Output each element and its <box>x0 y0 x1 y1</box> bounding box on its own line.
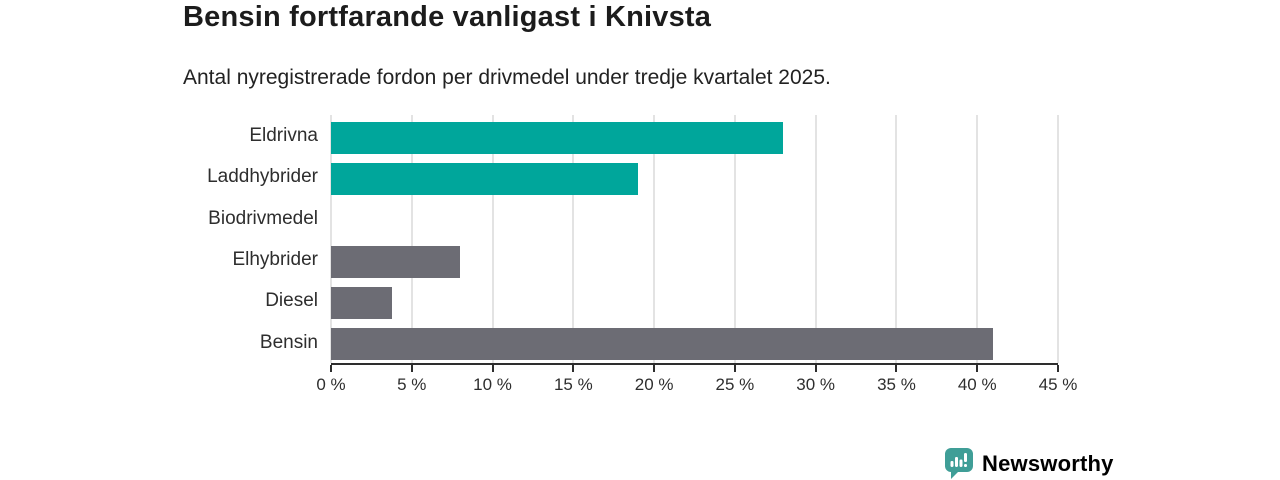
bar-eldrivna <box>331 121 784 154</box>
x-tick-label-0: 0 % <box>316 375 346 394</box>
x-tick-label-15: 15 % <box>553 375 593 394</box>
bar-elhybrider <box>331 245 461 278</box>
bar-diesel <box>331 287 393 319</box>
gridline-35 <box>895 115 898 363</box>
gridline-5 <box>410 115 413 363</box>
x-tick-45 <box>1057 365 1059 372</box>
gridline-40 <box>976 115 979 363</box>
category-label-laddhybrider: Laddhybrider <box>207 166 318 188</box>
x-tick-5 <box>410 365 413 372</box>
plot-area <box>330 115 1059 365</box>
gridline-10 <box>491 115 494 363</box>
category-label-elhybrider: Elhybrider <box>232 249 318 271</box>
x-tick-20 <box>653 365 656 372</box>
newsworthy-logo-icon <box>945 448 973 479</box>
category-labels: Eldrivna Laddhybrider Biodrivmedel Elhybrid… <box>0 115 318 363</box>
x-tick-label-30: 30 % <box>796 375 836 394</box>
x-tick-10 <box>491 365 494 372</box>
gridline-15 <box>572 115 575 363</box>
gridline-45 <box>1057 115 1059 363</box>
gridline-20 <box>653 115 656 363</box>
x-axis: 0 % 5 % 10 % 15 % 20 % 25 % 30 % 35 % 40 % 45 % <box>316 365 1077 399</box>
category-label-diesel: Diesel <box>265 290 318 312</box>
x-tick-30 <box>814 365 817 372</box>
x-tick-label-10: 10 % <box>473 375 512 394</box>
category-label-eldrivna: Eldrivna <box>249 125 318 147</box>
x-tick-35 <box>895 365 898 372</box>
x-tick-0 <box>330 365 332 372</box>
x-tick-15 <box>572 365 575 372</box>
gridline-30 <box>814 115 817 363</box>
x-tick-label-45: 45 % <box>1038 375 1078 394</box>
category-label-bensin: Bensin <box>259 331 318 353</box>
gridline-25 <box>733 115 736 363</box>
bar-laddhybrider <box>331 163 638 195</box>
category-label-biodrivmedel: Biodrivmedel <box>208 207 318 229</box>
chart-title: Bensin fortfarande vanligast i Knivsta <box>183 1 712 33</box>
x-tick-label-20: 20 % <box>634 375 674 394</box>
x-tick-40 <box>976 365 979 372</box>
x-tick-label-35: 35 % <box>877 375 916 394</box>
x-tick-label-40: 40 % <box>957 375 997 394</box>
brand-logo: Newsworthy <box>944 447 1114 480</box>
x-tick-label-25: 25 % <box>715 375 755 394</box>
gridline-0 <box>330 115 332 363</box>
chart-subtitle: Antal nyregistrerade fordon per drivmede… <box>183 66 831 89</box>
x-tick-label-5: 5 % <box>397 375 427 394</box>
brand-logo-text: Newsworthy <box>982 450 1114 476</box>
bar-bensin <box>331 328 994 361</box>
x-tick-25 <box>733 365 736 372</box>
